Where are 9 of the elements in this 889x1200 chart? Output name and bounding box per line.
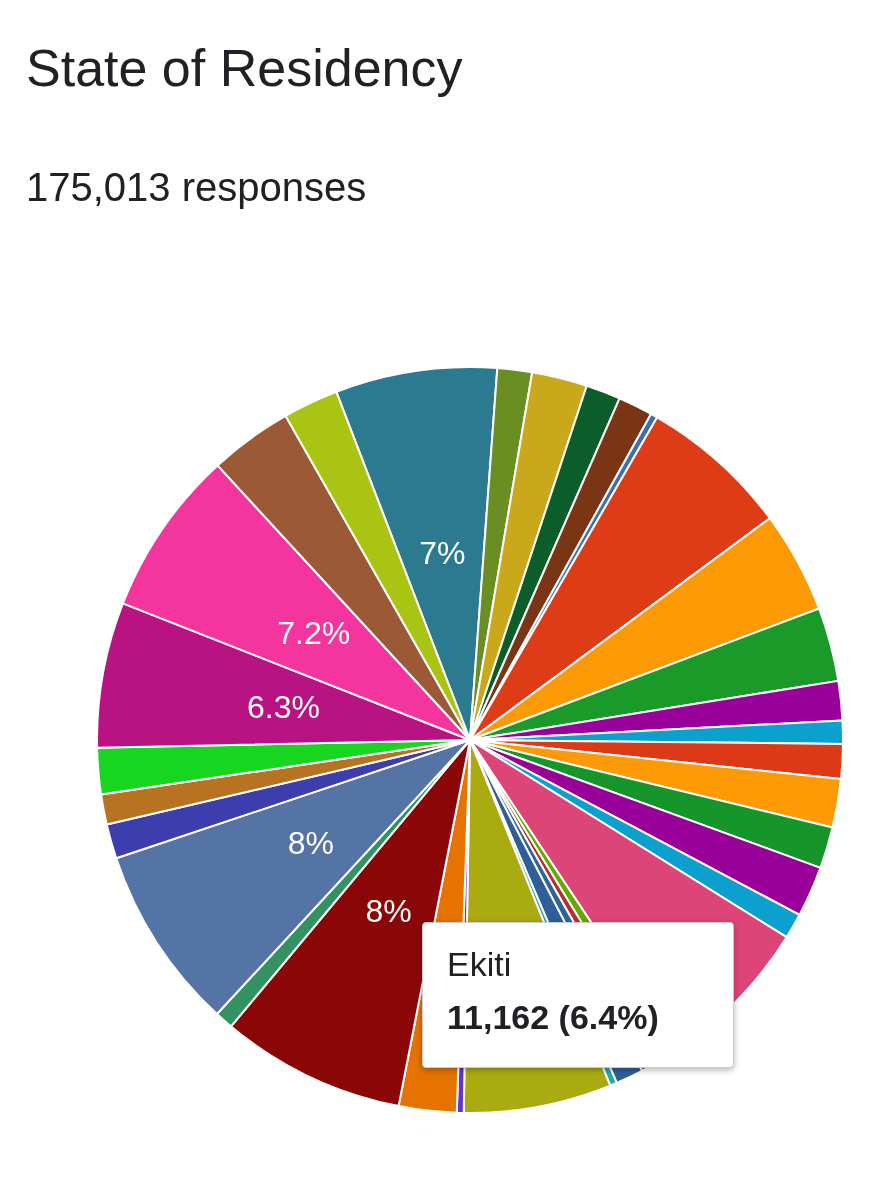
data-label: 7.2% (277, 614, 351, 651)
data-label: 8% (365, 893, 412, 930)
data-label: 8% (287, 824, 334, 861)
chart-subtitle: 175,013 responses (26, 165, 367, 210)
chart-title: State of Residency (26, 38, 463, 98)
text: 11,162 (6.4%) (447, 998, 660, 1037)
slice-label: Ekiti (447, 945, 513, 984)
data-label: 6.3% (246, 688, 320, 725)
data-label: 7% (419, 534, 466, 571)
